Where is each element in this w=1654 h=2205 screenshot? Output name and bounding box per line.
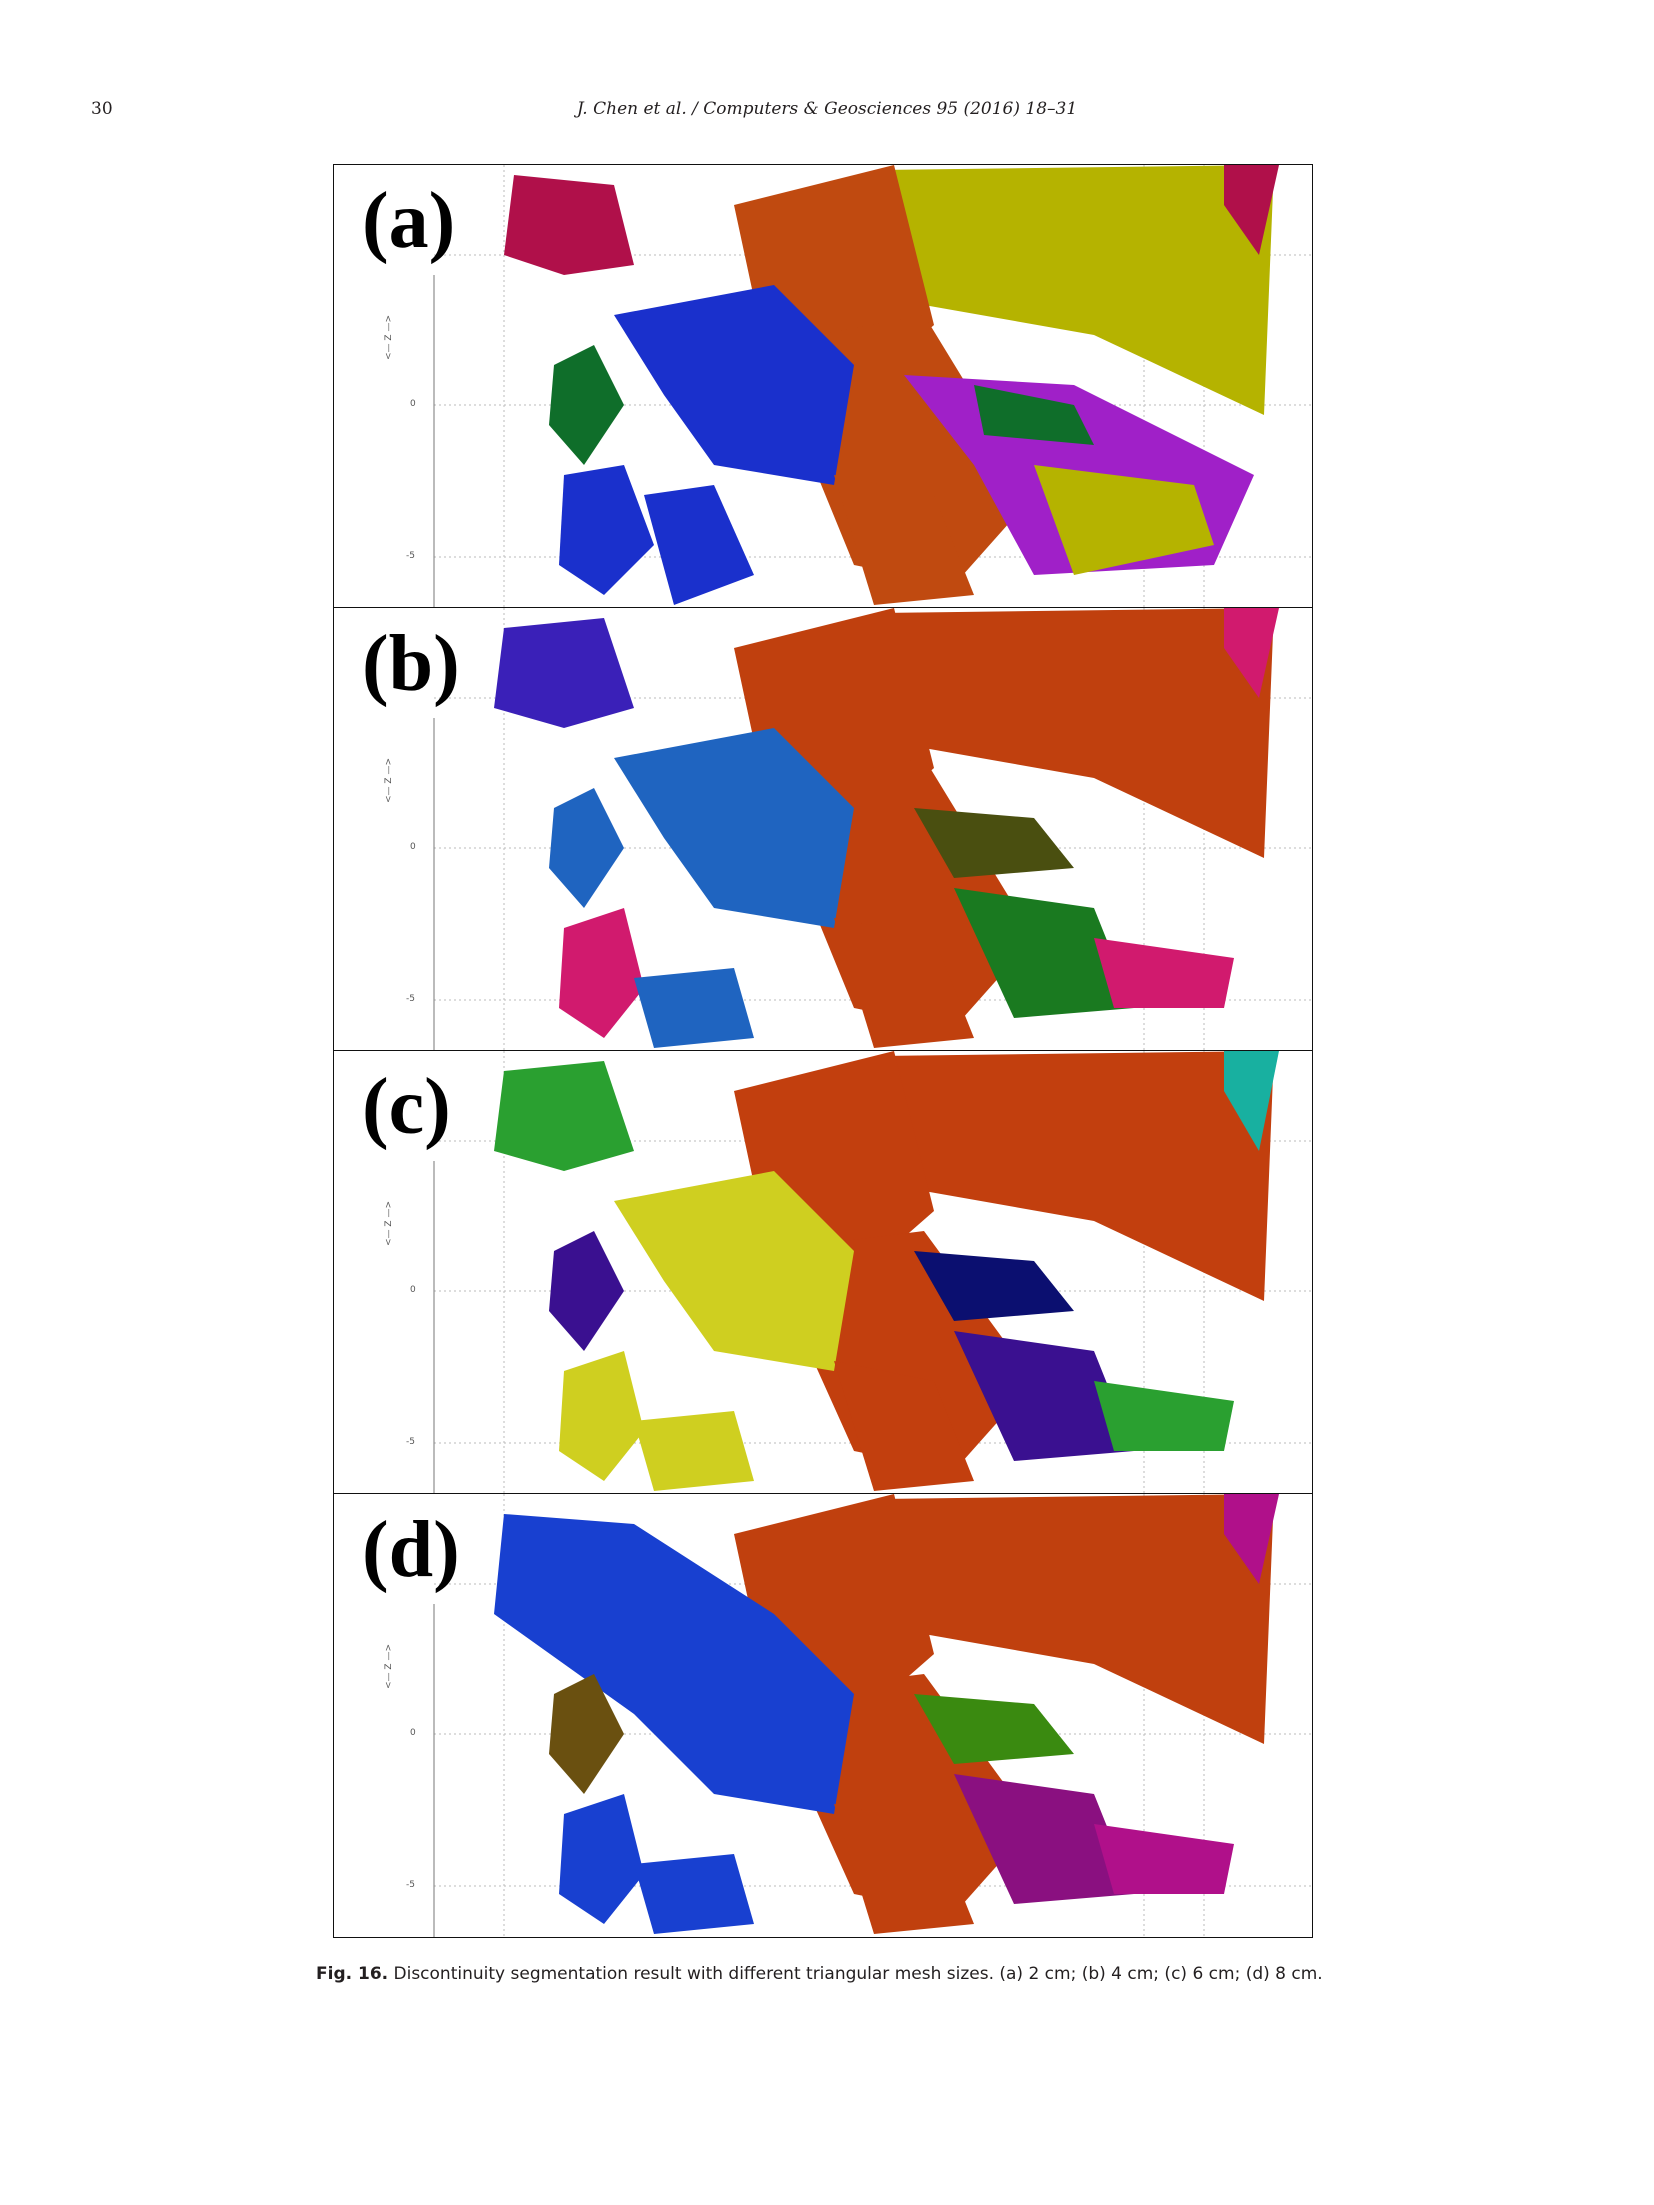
caption-text: Discontinuity segmentation result with d… xyxy=(393,1964,1323,1984)
page-number: 30 xyxy=(91,99,113,119)
caption-label: Fig. 16. xyxy=(316,1964,389,1984)
z-axis-label-a: <— Z —> xyxy=(384,315,394,360)
segmentation-image-d xyxy=(433,1494,1312,1937)
z-axis-label-d: <— Z —> xyxy=(384,1644,394,1689)
tick-zero-d: 0 xyxy=(410,1728,416,1738)
panel-label-a: (a) xyxy=(362,177,456,265)
tick-zero-b: 0 xyxy=(410,842,416,852)
z-axis-label-c: <— Z —> xyxy=(384,1201,394,1246)
tick-zero-a: 0 xyxy=(410,399,416,409)
tick-minus5-c: -5 xyxy=(406,1437,415,1447)
segmentation-image-b xyxy=(433,608,1312,1051)
panel-a: (a) <— Z —> 0 -5 xyxy=(333,164,1313,609)
segmentation-image-a xyxy=(433,165,1312,608)
figure-16: (a) <— Z —> 0 -5 xyxy=(333,164,1313,1946)
panel-label-b: (b) xyxy=(362,620,460,708)
tick-minus5-b: -5 xyxy=(406,994,415,1004)
tick-minus5-a: -5 xyxy=(406,551,415,561)
panel-c: (c) <— Z —> 0 -5 xyxy=(333,1050,1313,1495)
z-axis-label-b: <— Z —> xyxy=(384,758,394,803)
segmentation-image-c xyxy=(433,1051,1312,1494)
figure-caption: Fig. 16. Discontinuity segmentation resu… xyxy=(316,1964,1323,1984)
panel-b: (b) <— Z —> 0 -5 xyxy=(333,607,1313,1052)
panel-d: (d) <— Z —> 0 -5 xyxy=(333,1493,1313,1938)
panel-label-c: (c) xyxy=(362,1063,451,1151)
panel-label-d: (d) xyxy=(362,1506,460,1594)
tick-minus5-d: -5 xyxy=(406,1880,415,1890)
tick-zero-c: 0 xyxy=(410,1285,416,1295)
running-head: J. Chen et al. / Computers & Geosciences… xyxy=(576,99,1078,119)
